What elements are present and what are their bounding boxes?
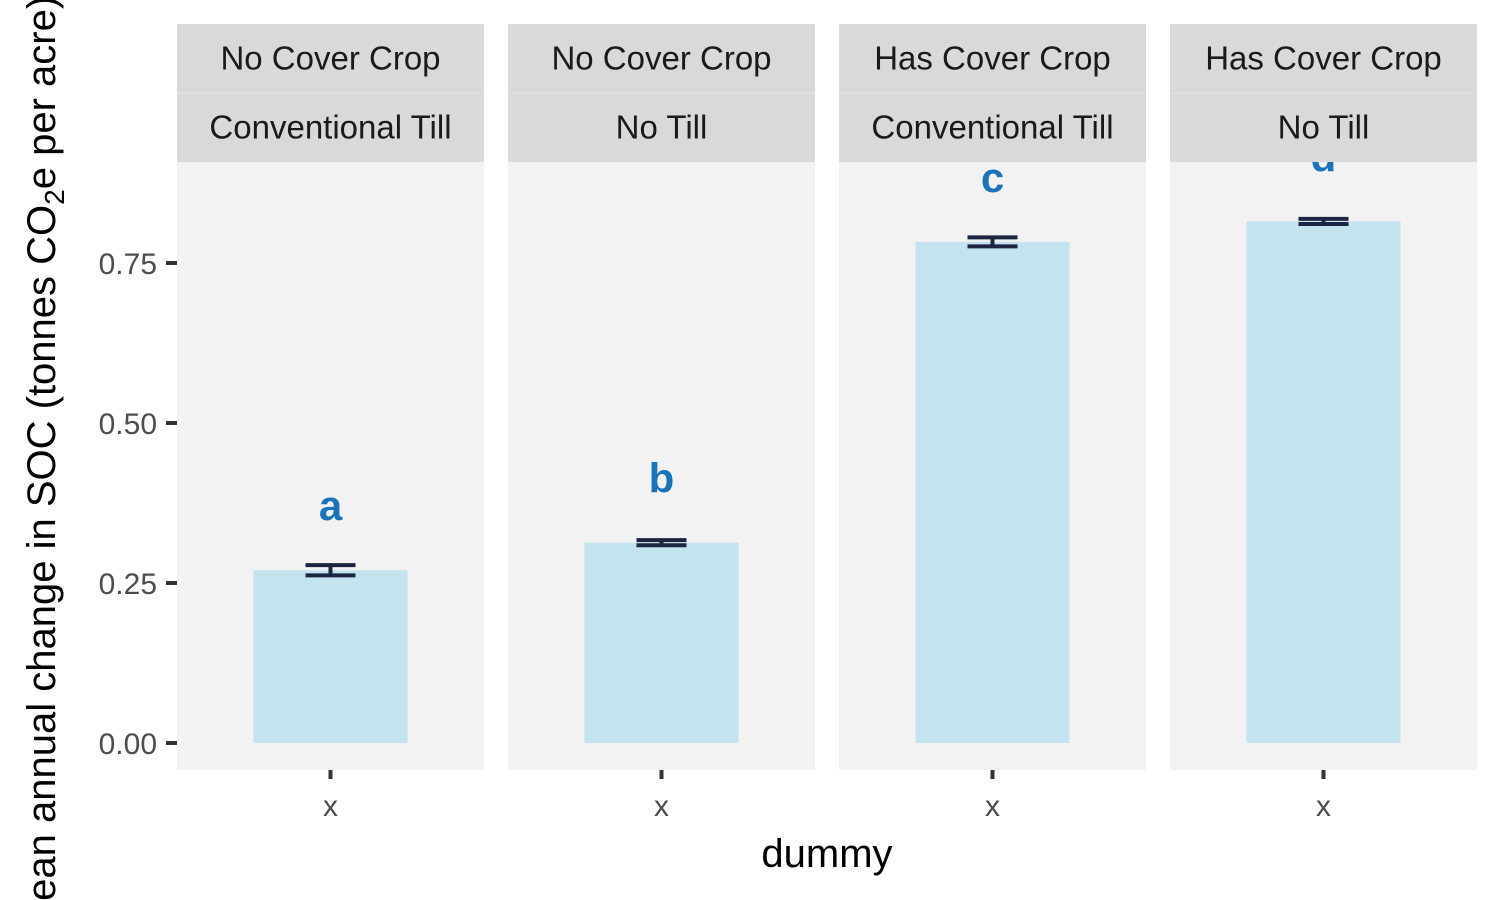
facet-label-top: No Cover Crop — [220, 40, 440, 77]
facet-panel-2: No Cover Crop No Till b x — [508, 24, 815, 823]
x-tick-label: x — [1316, 790, 1331, 823]
facet-label-bottom: Conventional Till — [209, 109, 451, 146]
bar — [915, 241, 1070, 743]
facet-strip-bottom — [1170, 93, 1477, 162]
x-tick-label: x — [323, 790, 338, 823]
facet-strip-top — [508, 24, 815, 93]
facet-strip-bottom — [177, 93, 484, 162]
facet-label-top: Has Cover Crop — [874, 40, 1111, 77]
facet-label-bottom: No Till — [616, 109, 708, 146]
y-axis-title: Mean annual change in SOC (tonnes CO2e p… — [20, 0, 70, 900]
facet-label-bottom: No Till — [1278, 109, 1370, 146]
x-axis-title: dummy — [761, 832, 892, 876]
significance-letter: a — [319, 482, 343, 529]
significance-letter: c — [981, 154, 1004, 201]
error-bar — [1298, 216, 1349, 226]
facet-panel-1: No Cover Crop Conventional Till a x — [177, 24, 484, 823]
significance-letter: b — [649, 455, 675, 502]
facet-strip-bottom — [508, 93, 815, 162]
y-tick-label: 0.75 — [99, 248, 157, 281]
bar — [1246, 221, 1401, 743]
y-tick-label: 0.25 — [99, 568, 157, 601]
facet-strip-top — [177, 24, 484, 93]
y-tick-label: 0.50 — [99, 408, 157, 441]
y-axis-title-subscript: 2 — [39, 189, 70, 205]
significance-letter: d — [1311, 133, 1337, 180]
facet-panel-3: Has Cover Crop Conventional Till c x — [839, 24, 1146, 823]
facet-strip-top — [1170, 24, 1477, 93]
facet-panel-4: Has Cover Crop No Tilld x — [1170, 24, 1477, 823]
facet-strip-top — [839, 24, 1146, 93]
error-bar — [967, 235, 1018, 249]
bar — [253, 570, 408, 743]
error-bar — [636, 538, 687, 548]
facet-label-top: No Cover Crop — [551, 40, 771, 77]
y-tick-label: 0.00 — [99, 728, 157, 761]
facet-label-top: Has Cover Crop — [1205, 40, 1442, 77]
error-bar — [305, 563, 356, 578]
facet-strip-bottom — [839, 93, 1146, 162]
x-tick-label: x — [985, 790, 1000, 823]
y-axis: 0.00 0.25 0.50 0.75 — [99, 248, 177, 761]
y-axis-title-main: Mean annual change in SOC (tonnes CO — [20, 205, 64, 900]
x-tick-label: x — [654, 790, 669, 823]
bar — [584, 542, 739, 743]
y-axis-title-tail: e per acre) — [20, 0, 64, 189]
facet-label-bottom: Conventional Till — [871, 109, 1113, 146]
